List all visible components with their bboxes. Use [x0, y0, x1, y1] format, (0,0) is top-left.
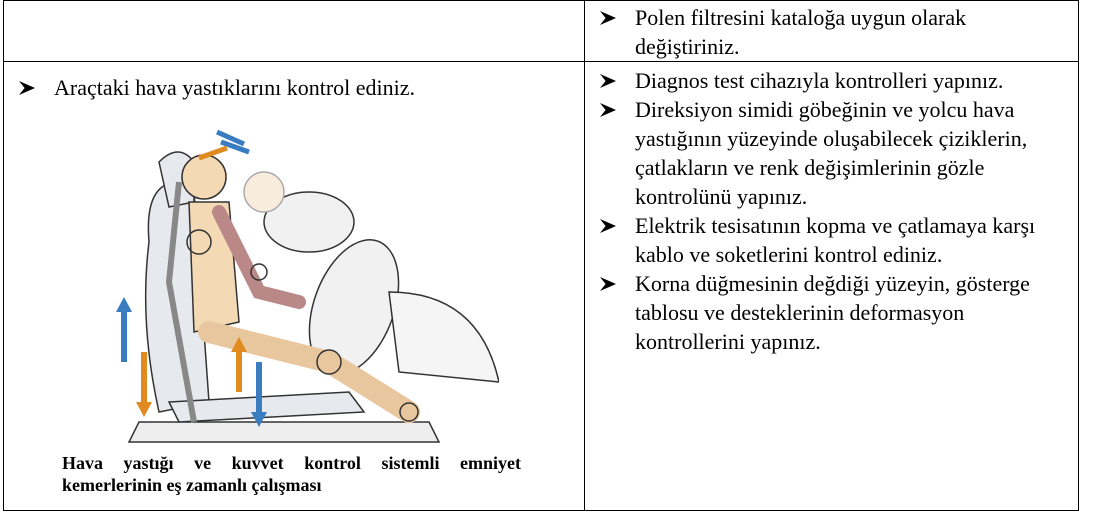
bullet: Direksiyon simidi göbeğinin ve yolcu hav…	[585, 95, 1055, 211]
bullet: Diagnos test cihazıyla kontrolleri yapın…	[585, 66, 1055, 95]
bullet-list: Araçtaki hava yastıklarını kontrol edini…	[4, 62, 584, 102]
bullet: Korna düğmesinin değdiği yüzeyin, göster…	[585, 269, 1055, 356]
row: Polen filtresini kataloğa uygun olarak d…	[3, 0, 1079, 62]
cell: Araçtaki hava yastıklarını kontrol edini…	[3, 61, 585, 511]
bullet: Elektrik tesisatının kopma ve çatlamaya …	[585, 211, 1055, 269]
caption: Hava yastığı ve kuvvet kontrol sistemli …	[62, 453, 521, 495]
bullet: Polen filtresini kataloğa uygun olarak d…	[585, 3, 1055, 61]
left-cell: Araçtaki hava yastıklarını kontrol edini…	[4, 62, 584, 510]
row: Araçtaki hava yastıklarını kontrol edini…	[3, 61, 1079, 511]
bullet: Araçtaki hava yastıklarını kontrol edini…	[4, 73, 584, 102]
cell: Diagnos test cihazıyla kontrolleri yapın…	[584, 61, 1079, 511]
cell	[3, 0, 585, 62]
bullet-list: Diagnos test cihazıyla kontrolleri yapın…	[585, 62, 1055, 356]
bullet-list: Polen filtresini kataloğa uygun olarak d…	[585, 1, 1055, 61]
cell: Polen filtresini kataloğa uygun olarak d…	[584, 0, 1079, 62]
table: Polen filtresini kataloğa uygun olarak d…	[3, 0, 1079, 511]
airbag-illustration	[116, 129, 499, 443]
